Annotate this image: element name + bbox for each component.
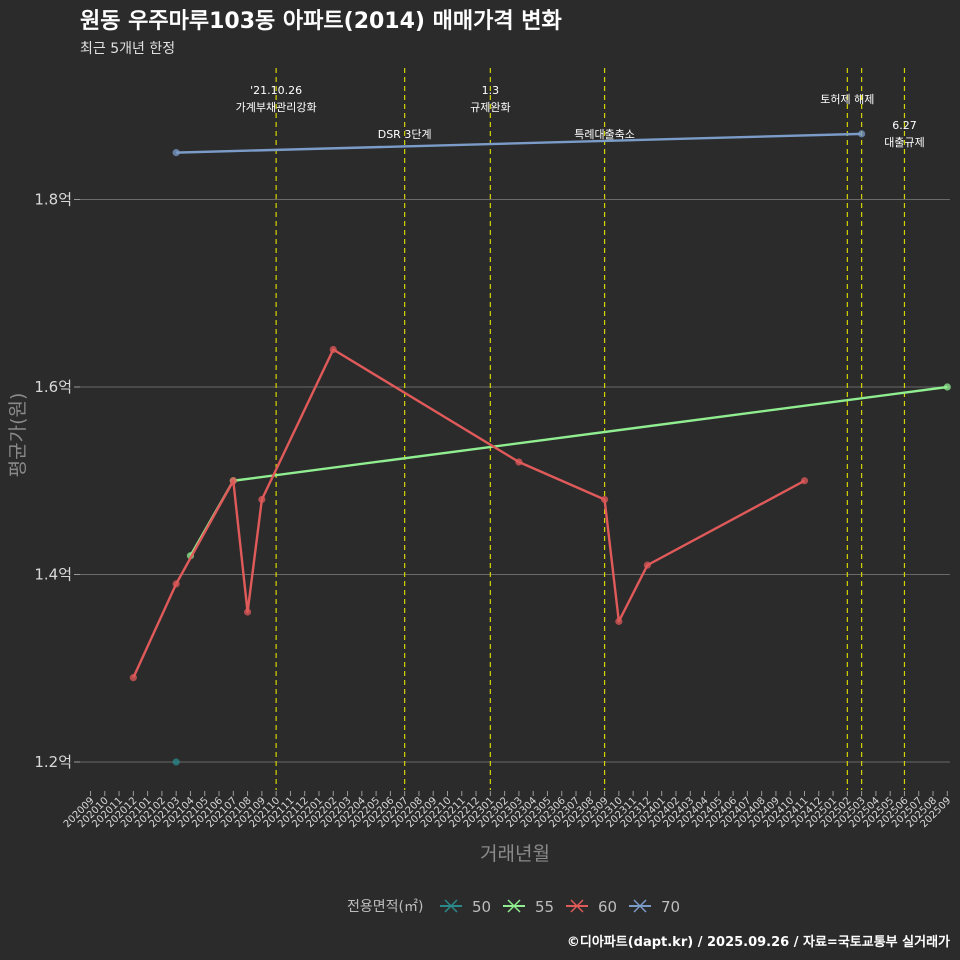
legend-key-cross (570, 899, 584, 913)
legend-label: 50 (472, 898, 491, 916)
y-tick-label: 1.4억 (34, 566, 72, 584)
event-label: '21.10.26 (250, 84, 302, 97)
data-point-70 (172, 149, 180, 157)
legend-key-cross (444, 899, 458, 913)
grid (80, 199, 950, 763)
series (129, 130, 951, 766)
legend-key-cross (507, 899, 521, 913)
legend-title: 전용면적(㎡) (347, 899, 423, 915)
legend-label: 60 (598, 898, 617, 916)
x-axis-title: 거래년월 (480, 843, 550, 865)
data-point-55 (943, 383, 951, 391)
y-axis-title: 평균가(원) (7, 393, 29, 478)
event-label: 6.27 (892, 119, 917, 132)
data-point-60 (229, 477, 237, 485)
data-point-60 (515, 458, 523, 466)
data-point-60 (329, 345, 337, 354)
data-point-60 (643, 561, 652, 569)
event-label: 토허제 해제 (820, 92, 874, 106)
legend: 전용면적(㎡) 50 55 60 70 (347, 898, 680, 916)
y-tick-label: 1.8억 (34, 191, 72, 209)
data-point-70 (858, 130, 866, 138)
y-tick-label: 1.6억 (34, 378, 72, 396)
event-label: 특례대출축소 (574, 128, 635, 141)
x-axis-ticks: 2020092020102020112020122021012021022021… (62, 791, 953, 830)
legend-label: 55 (535, 898, 554, 916)
data-point-60 (615, 617, 623, 625)
event-label: 1.3 (482, 84, 500, 97)
event-label: 규제완화 (470, 101, 510, 114)
data-point-50 (172, 758, 180, 766)
y-tick-label: 1.2억 (34, 753, 72, 771)
source-caption: ©디아파트(dapt.kr) / 2025.09.26 / 자료=국토교통부 실… (567, 934, 950, 950)
event-label: DSR 3단계 (378, 128, 432, 141)
data-point-60 (243, 608, 252, 616)
event-label: 대출규제 (884, 136, 924, 149)
y-axis-ticks: 1.2억 1.4억 1.6억 1.8억 (34, 191, 80, 771)
data-point-60 (600, 495, 609, 504)
data-point-60 (172, 580, 180, 588)
series-line-60 (132, 348, 806, 679)
legend-label: 70 (661, 898, 680, 916)
chart-title: 원동 우주마루103동 아파트(2014) 매매가격 변화 (80, 9, 562, 34)
data-point-60 (800, 477, 809, 485)
data-point-60 (129, 674, 137, 682)
legend-key-cross (633, 899, 647, 913)
data-point-60 (258, 495, 266, 504)
event-label: 가계부채관리강화 (236, 101, 317, 114)
series-line-70 (176, 132, 862, 154)
chart-subtitle: 최근 5개년 한정 (80, 41, 175, 57)
